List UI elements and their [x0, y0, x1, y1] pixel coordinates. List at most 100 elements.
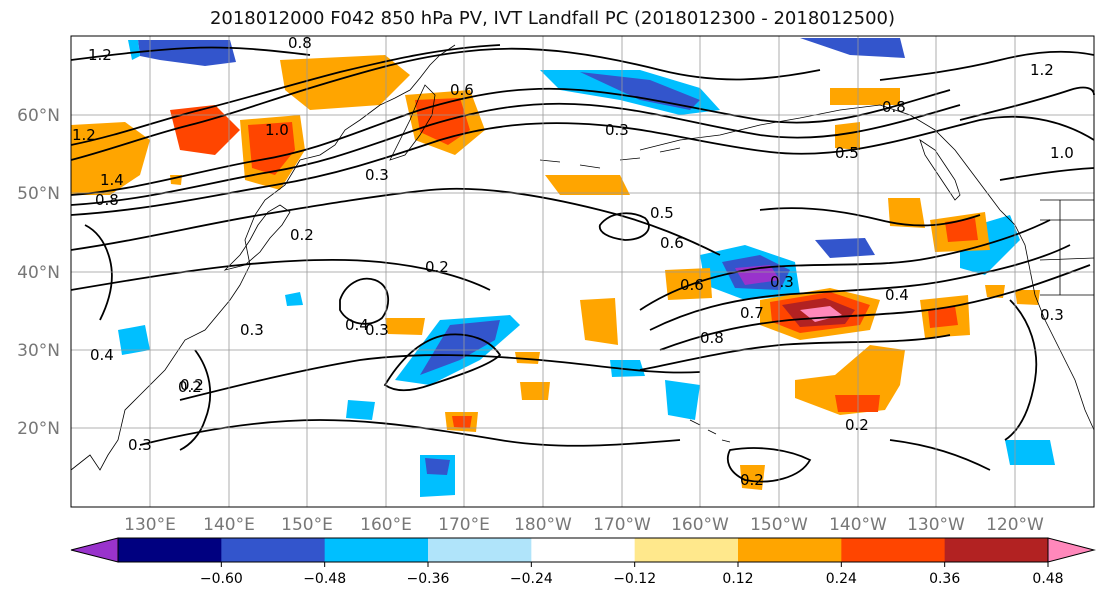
colorbar-tick-label: −0.12: [613, 571, 656, 587]
contour-label: 1.0: [265, 121, 289, 139]
coastline-alaska: [639, 104, 1095, 431]
lon-label: 150°E: [281, 515, 333, 535]
contour-label-group: 1.2 0.8 1.0 1.2 1.4 0.8 0.6 0.3 0.2 0.2 …: [72, 34, 1074, 489]
contour-label: 0.3: [1040, 306, 1064, 324]
contour-line: [1004, 299, 1038, 441]
colorbar-lower-extend: [70, 537, 119, 563]
contour-line: [139, 419, 681, 447]
neg-patch: [285, 292, 303, 306]
lat-label: 50°N: [17, 184, 60, 204]
contour-line: [649, 244, 1071, 331]
contour-line: [726, 447, 812, 483]
pos-patch: [545, 175, 630, 195]
graticule: [71, 36, 1094, 507]
colorbar-upper-extend: [1047, 537, 1096, 563]
contour-line: [879, 50, 1095, 81]
lon-label: 130°W: [907, 515, 965, 535]
neg-patch: [815, 238, 875, 258]
lat-label: 60°N: [17, 106, 60, 126]
contour-label: 0.2: [845, 416, 869, 434]
contour-label: 1.0: [1050, 144, 1074, 162]
hawaii-islands: [689, 419, 731, 443]
colorbar-tick-label: −0.36: [407, 571, 450, 587]
contour-label: 0.5: [835, 144, 859, 162]
colorbar-cell: [738, 538, 842, 562]
contour-lines: [70, 44, 1095, 483]
contour-label: 0.2: [180, 376, 204, 394]
map-background: [71, 36, 1094, 507]
coastline-asia: [70, 44, 456, 471]
lon-label: 160°W: [671, 515, 729, 535]
contour-label: 0.6: [660, 234, 684, 252]
contour-line: [70, 44, 501, 146]
colorbar-tick-label: −0.48: [303, 571, 346, 587]
contour-label: 0.3: [365, 166, 389, 184]
contour-line: [179, 349, 212, 451]
lon-label: 160°E: [360, 515, 412, 535]
contour-line: [70, 102, 961, 206]
contour-label: 0.6: [680, 276, 704, 294]
contour-line: [179, 354, 701, 401]
contour-label: 0.2: [290, 226, 314, 244]
contour-line: [759, 207, 981, 227]
contour-label: 0.3: [605, 121, 629, 139]
contour-line: [70, 187, 721, 256]
pos-patch: [580, 298, 618, 345]
pos-patch: [928, 306, 958, 328]
aleutian-islands: [539, 147, 681, 169]
pos-patch: [945, 218, 978, 242]
border-lines: [1039, 199, 1095, 296]
lat-axis-labels: 60°N 50°N 40°N 30°N 20°N: [17, 106, 60, 439]
lat-label: 20°N: [17, 419, 60, 439]
contour-label: 0.2: [425, 258, 449, 276]
contour-label: 0.3: [240, 321, 264, 339]
neg-patch: [580, 72, 700, 110]
pos-patch: [1015, 290, 1040, 305]
contour-label: 0.3: [128, 436, 152, 454]
contour-label: 0.4: [885, 286, 909, 304]
contour-label: 0.2: [740, 471, 764, 489]
pos-patch: [170, 105, 240, 155]
contour-line: [889, 439, 991, 471]
neg-patch: [1005, 440, 1055, 465]
neg-patch: [425, 458, 450, 475]
contour-line: [383, 333, 502, 392]
neg-patch: [665, 380, 700, 420]
contour-line: [339, 277, 390, 325]
map-frame: [70, 35, 1095, 508]
colorbar-tick-label: 0.24: [826, 571, 857, 587]
contour-line: [659, 264, 1091, 351]
contour-line: [70, 87, 951, 196]
contour-label: 0.8: [95, 191, 119, 209]
contour-line: [999, 167, 1095, 181]
contour-label: 0.3: [365, 321, 389, 339]
contour-label: 0.3: [770, 273, 794, 291]
contour-label: 0.5: [650, 204, 674, 222]
lon-label: 140°E: [203, 515, 255, 535]
lon-label: 140°W: [829, 515, 887, 535]
contour-label: 0.2: [178, 378, 202, 396]
contour-label: 1.4: [100, 171, 124, 189]
contour-line: [84, 224, 113, 321]
contour-line: [70, 46, 311, 61]
contour-label: 0.8: [700, 329, 724, 347]
lat-label: 30°N: [17, 341, 60, 361]
colorbar-cell: [841, 538, 946, 562]
lon-label: 120°W: [986, 515, 1044, 535]
colorbar-cell: [324, 538, 429, 562]
coastlines: [70, 44, 1095, 471]
contour-label: 1.2: [1030, 61, 1054, 79]
colorbar-cell: [221, 538, 326, 562]
contour-label: 0.6: [450, 81, 474, 99]
contour-line: [70, 47, 821, 161]
colorbar: −0.60 −0.48 −0.36 −0.24 −0.12 0.12 0.24 0.36 0.4…: [70, 537, 1096, 587]
pos-patch: [835, 122, 860, 150]
contour-label: 1.2: [88, 46, 112, 64]
contour-label: 0.8: [882, 98, 906, 116]
coastline-japan: [223, 204, 291, 271]
colorbar-cell: [118, 538, 222, 562]
lat-label: 40°N: [17, 263, 60, 283]
colorbar-tick-label: 0.36: [929, 571, 960, 587]
lon-label: 170°W: [593, 515, 651, 535]
contour-line: [639, 219, 1051, 311]
